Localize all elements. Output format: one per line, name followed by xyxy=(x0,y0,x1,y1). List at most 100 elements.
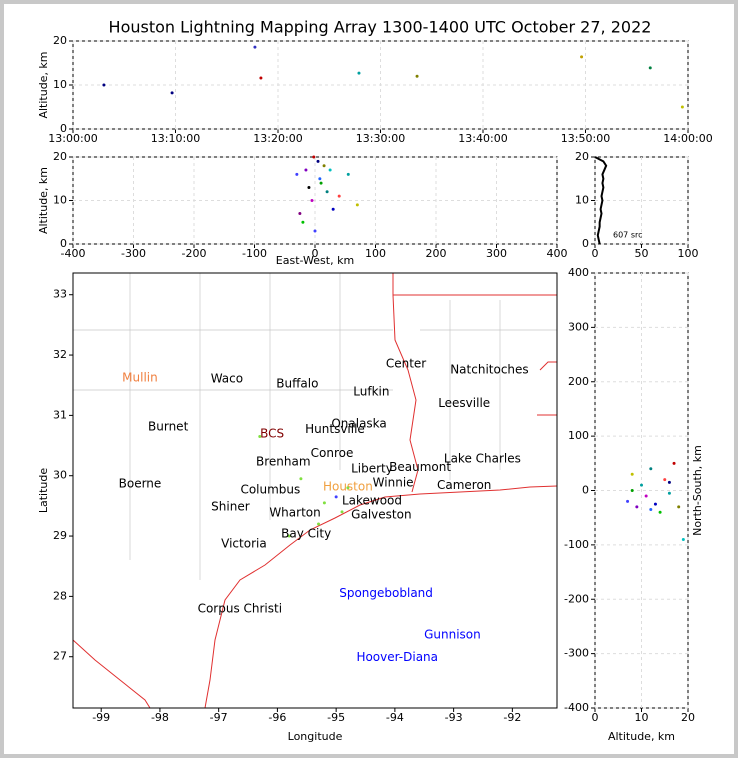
point xyxy=(317,522,321,526)
y-tick-label: 33 xyxy=(53,288,67,301)
x-tick-label: 20 xyxy=(681,711,695,724)
point xyxy=(337,194,341,198)
city-label: Huntsville xyxy=(305,422,365,436)
point xyxy=(287,534,291,538)
y-tick-label: 0 xyxy=(582,237,589,250)
point xyxy=(649,467,653,471)
point xyxy=(630,472,634,476)
x-tick-label: -200 xyxy=(182,247,207,260)
plot-area xyxy=(72,272,558,709)
x-tick-label: 10 xyxy=(635,711,649,724)
point xyxy=(346,486,350,490)
y-tick-label: 200 xyxy=(568,375,589,388)
point xyxy=(316,159,320,163)
y-tick-label: 27 xyxy=(53,650,67,663)
city-label: Liberty xyxy=(351,462,393,476)
point xyxy=(640,483,643,487)
point xyxy=(313,229,317,233)
point xyxy=(630,489,634,492)
point xyxy=(318,177,322,181)
y-tick-label: 10 xyxy=(53,78,67,91)
point xyxy=(334,495,338,499)
city-label: Leesville xyxy=(438,396,490,410)
city-label: Columbus xyxy=(240,483,300,497)
histogram-line xyxy=(594,156,608,245)
chart-title: Houston Lightning Mapping Array 1300-140… xyxy=(109,18,652,37)
point xyxy=(644,494,648,498)
city-label: Conroe xyxy=(311,446,354,460)
city-label: Natchitoches xyxy=(450,363,528,377)
y-tick-label: 0 xyxy=(582,484,589,497)
x-tick-label: 0 xyxy=(592,711,599,724)
y-tick-label: 31 xyxy=(53,408,67,421)
city-label: Waco xyxy=(211,372,243,386)
x-tick-label: 13:30:00 xyxy=(356,132,405,145)
city-label: Galveston xyxy=(351,507,411,521)
x-tick-label: -93 xyxy=(445,711,463,724)
y-tick-label: 0 xyxy=(60,237,67,250)
x-tick-label: 100 xyxy=(365,247,386,260)
point xyxy=(635,505,639,509)
city-label: Gunnison xyxy=(424,627,481,641)
x-tick-label: 200 xyxy=(426,247,447,260)
y-axis-label: Altitude, km xyxy=(37,167,50,234)
city-label: Victoria xyxy=(221,536,267,550)
x-tick-label: 50 xyxy=(635,247,649,260)
x-tick-label: -97 xyxy=(210,711,228,724)
point xyxy=(346,172,350,176)
y-axis-label: North-South, km xyxy=(691,445,704,536)
city-label: Onalaska xyxy=(331,416,386,430)
point xyxy=(663,478,667,482)
point xyxy=(649,508,653,512)
y-tick-label: 29 xyxy=(53,529,67,542)
map-borders xyxy=(72,273,558,709)
point xyxy=(672,461,676,465)
point xyxy=(259,76,263,80)
point xyxy=(258,435,262,439)
city-label: BCS xyxy=(260,427,284,441)
city-label: Mullin xyxy=(122,370,158,384)
y-tick-label: -200 xyxy=(564,592,589,605)
point xyxy=(626,499,630,503)
point xyxy=(253,45,257,49)
point xyxy=(299,477,303,481)
point xyxy=(355,203,359,207)
y-tick-label: 28 xyxy=(53,589,67,602)
y-tick-label: -400 xyxy=(564,701,589,714)
x-tick-label: 100 xyxy=(678,247,699,260)
x-tick-label: 300 xyxy=(486,247,507,260)
city-label: Wharton xyxy=(269,506,320,520)
point xyxy=(310,199,314,202)
y-tick-label: 30 xyxy=(53,469,67,482)
city-label: Center xyxy=(386,357,426,371)
x-tick-label: 13:40:00 xyxy=(458,132,507,145)
x-tick-label: -94 xyxy=(386,711,404,724)
city-label: Buffalo xyxy=(276,377,318,391)
x-tick-label: 13:10:00 xyxy=(151,132,200,145)
point xyxy=(322,164,326,168)
point xyxy=(648,66,652,70)
point xyxy=(331,207,335,211)
city-label: Lakewood xyxy=(342,494,402,508)
point xyxy=(328,168,332,172)
point xyxy=(667,491,671,495)
point xyxy=(102,83,106,87)
y-tick-label: 0 xyxy=(60,122,67,135)
y-tick-label: 300 xyxy=(568,320,589,333)
y-axis-label: Altitude, km xyxy=(37,51,50,118)
city-label: Beaumont xyxy=(389,460,451,474)
y-tick-label: 10 xyxy=(53,194,67,207)
city-label: Lake Charles xyxy=(444,451,521,465)
point xyxy=(415,74,419,78)
point xyxy=(312,155,316,159)
point xyxy=(681,537,685,541)
city-label: Winnie xyxy=(373,475,414,489)
point xyxy=(298,212,302,216)
x-tick-label: -95 xyxy=(327,711,345,724)
x-tick-label: -100 xyxy=(242,247,267,260)
x-tick-label: -300 xyxy=(121,247,146,260)
city-label: Burnet xyxy=(148,419,189,433)
point xyxy=(322,501,326,505)
point xyxy=(340,510,344,514)
